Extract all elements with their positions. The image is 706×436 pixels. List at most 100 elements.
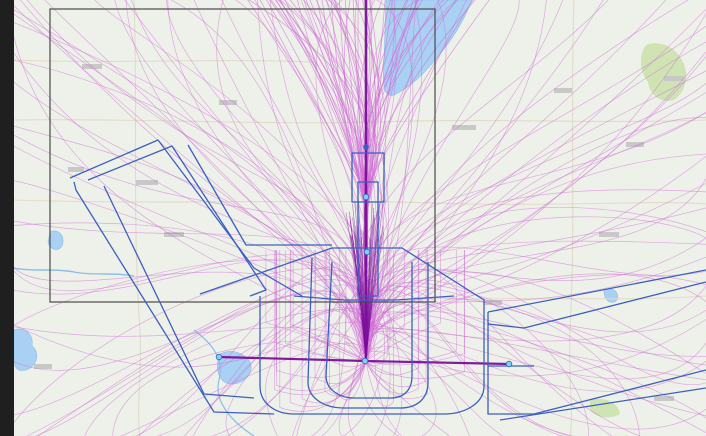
- flight-track: [183, 310, 365, 436]
- procedure-corridors: [69, 139, 706, 421]
- corridor-northwest-inner2[interactable]: [103, 185, 255, 399]
- flight-track: [274, 250, 367, 396]
- road: [443, 295, 706, 301]
- flight-track: [14, 258, 369, 324]
- final-approach-box-lower[interactable]: [357, 181, 379, 297]
- flight-track: [321, 0, 369, 362]
- fix-markers: [215, 144, 513, 368]
- road: [569, 0, 575, 436]
- fix-marker[interactable]: [362, 193, 370, 201]
- flight-track: [14, 35, 364, 361]
- flight-track: [365, 250, 441, 362]
- flight-track: [363, 329, 706, 430]
- flight-track: [324, 250, 367, 397]
- flight-track: [365, 250, 405, 362]
- flight-track: [363, 12, 706, 343]
- flight-track: [368, 304, 572, 436]
- trombone-inner[interactable]: [325, 261, 413, 399]
- place-label: [626, 142, 644, 147]
- flight-track: [266, 0, 368, 362]
- flight-track: [270, 0, 370, 362]
- flight-track: [265, 250, 367, 362]
- park-northeast: [640, 43, 687, 102]
- flight-track: [131, 0, 368, 354]
- flight-track: [348, 310, 380, 436]
- place-label: [34, 364, 52, 369]
- flight-track: [275, 250, 367, 378]
- corridor-northwest-left[interactable]: [187, 144, 332, 246]
- corridor-east-lower2[interactable]: [499, 387, 706, 421]
- flight-track: [14, 254, 365, 327]
- flight-track: [289, 250, 367, 407]
- flight-track: [135, 266, 369, 436]
- fix-marker[interactable]: [505, 360, 513, 368]
- flight-track-map[interactable]: [14, 0, 706, 436]
- place-label: [136, 180, 158, 185]
- fix-marker-north[interactable]: [363, 144, 369, 150]
- flight-track: [364, 177, 706, 330]
- flight-track: [365, 250, 394, 407]
- flight-track: [367, 321, 437, 436]
- flight-track: [365, 250, 427, 388]
- flight-track: [365, 250, 389, 367]
- river-south: [193, 329, 255, 436]
- flight-track: [357, 41, 706, 352]
- left-edge-strip: [0, 0, 14, 436]
- flight-track: [365, 112, 706, 327]
- corridor-northwest-inner[interactable]: [87, 145, 267, 297]
- flight-track: [301, 250, 367, 404]
- flight-track: [363, 189, 706, 355]
- flight-track: [14, 259, 369, 333]
- place-label: [654, 396, 674, 401]
- flight-track: [365, 250, 465, 366]
- place-label: [554, 88, 572, 93]
- flight-track: [169, 0, 368, 330]
- fix-marker[interactable]: [361, 357, 369, 365]
- park-layer: [590, 43, 687, 418]
- flight-track: [44, 0, 369, 356]
- flight-track: [365, 0, 476, 362]
- flight-track: [14, 267, 368, 357]
- corridor-east-upper2[interactable]: [487, 281, 706, 329]
- water-layer: [14, 0, 618, 436]
- lake-southwest: [14, 328, 38, 371]
- flight-track: [14, 324, 368, 368]
- corridor-east-upper[interactable]: [487, 269, 706, 313]
- corridor-northwest-mid[interactable]: [73, 181, 275, 415]
- flight-track: [14, 222, 366, 336]
- place-label: [664, 76, 684, 81]
- flight-track: [365, 250, 466, 379]
- flight-track: [166, 0, 376, 332]
- flight-track: [366, 8, 706, 359]
- corridor-northwest-outer[interactable]: [69, 139, 303, 297]
- fix-marker[interactable]: [215, 353, 223, 361]
- flight-track: [367, 0, 667, 358]
- flight-track: [363, 207, 706, 329]
- flight-track: [325, 250, 367, 368]
- place-label: [68, 167, 84, 172]
- corridor-east-lower[interactable]: [487, 312, 706, 415]
- flight-track: [365, 0, 386, 362]
- road: [14, 59, 315, 63]
- trombone-mid[interactable]: [307, 257, 429, 409]
- flight-track: [216, 0, 367, 325]
- flight-track: [248, 0, 374, 362]
- flight-track: [338, 0, 367, 362]
- river-west: [14, 267, 135, 277]
- flight-track: [355, 207, 706, 334]
- place-label: [599, 232, 619, 237]
- flight-track: [367, 328, 706, 392]
- place-label: [164, 232, 184, 237]
- trombone-outer[interactable]: [199, 247, 485, 415]
- place-label: [484, 300, 502, 305]
- flight-track: [363, 55, 706, 354]
- flight-track: [364, 346, 504, 436]
- trombone-base[interactable]: [293, 295, 455, 301]
- flight-track: [365, 250, 419, 394]
- place-label: [219, 100, 237, 105]
- fix-marker[interactable]: [363, 248, 371, 256]
- place-label: [452, 125, 476, 130]
- flight-track: [303, 0, 368, 362]
- final-approach-box-upper[interactable]: [351, 152, 385, 203]
